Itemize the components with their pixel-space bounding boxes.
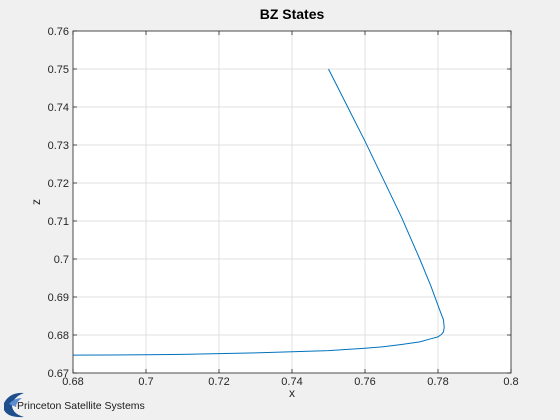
x-tick-label: 0.72 <box>208 376 229 388</box>
pss-logo-text: Princeton Satellite Systems <box>17 400 145 412</box>
y-tick-label: 0.68 <box>48 330 69 342</box>
x-tick-label: 0.7 <box>138 376 153 388</box>
x-tick-label: 0.8 <box>503 376 518 388</box>
series-layer <box>72 68 445 356</box>
y-tick-label: 0.76 <box>48 26 69 38</box>
ticks: 0.68 0.7 0.72 0.74 0.76 0.78 0.80.670.680.690.… <box>48 26 519 388</box>
x-tick-label: 0.76 <box>354 376 375 388</box>
x-tick-label: 0.78 <box>427 376 448 388</box>
y-tick-label: 0.74 <box>48 102 69 114</box>
pss-logo-swoosh-icon <box>4 392 24 418</box>
x-axis-label: x <box>289 386 295 400</box>
y-tick-label: 0.69 <box>48 292 69 304</box>
y-tick-label: 0.67 <box>48 368 69 380</box>
y-tick-label: 0.7 <box>54 254 69 266</box>
y-axis-label: z <box>29 199 43 205</box>
y-tick-label: 0.75 <box>48 64 69 76</box>
y-tick-label: 0.73 <box>48 140 69 152</box>
y-tick-label: 0.72 <box>48 178 69 190</box>
pss-logo-highlight-icon <box>9 398 22 407</box>
y-tick-label: 0.71 <box>48 216 69 228</box>
x-tick-label: 0.68 <box>62 376 83 388</box>
chart-title: BZ States <box>260 6 325 22</box>
pss-logo: Princeton Satellite Systems <box>4 392 145 418</box>
x-tick-label: 0.74 <box>281 376 302 388</box>
series-line-0 <box>72 68 445 356</box>
